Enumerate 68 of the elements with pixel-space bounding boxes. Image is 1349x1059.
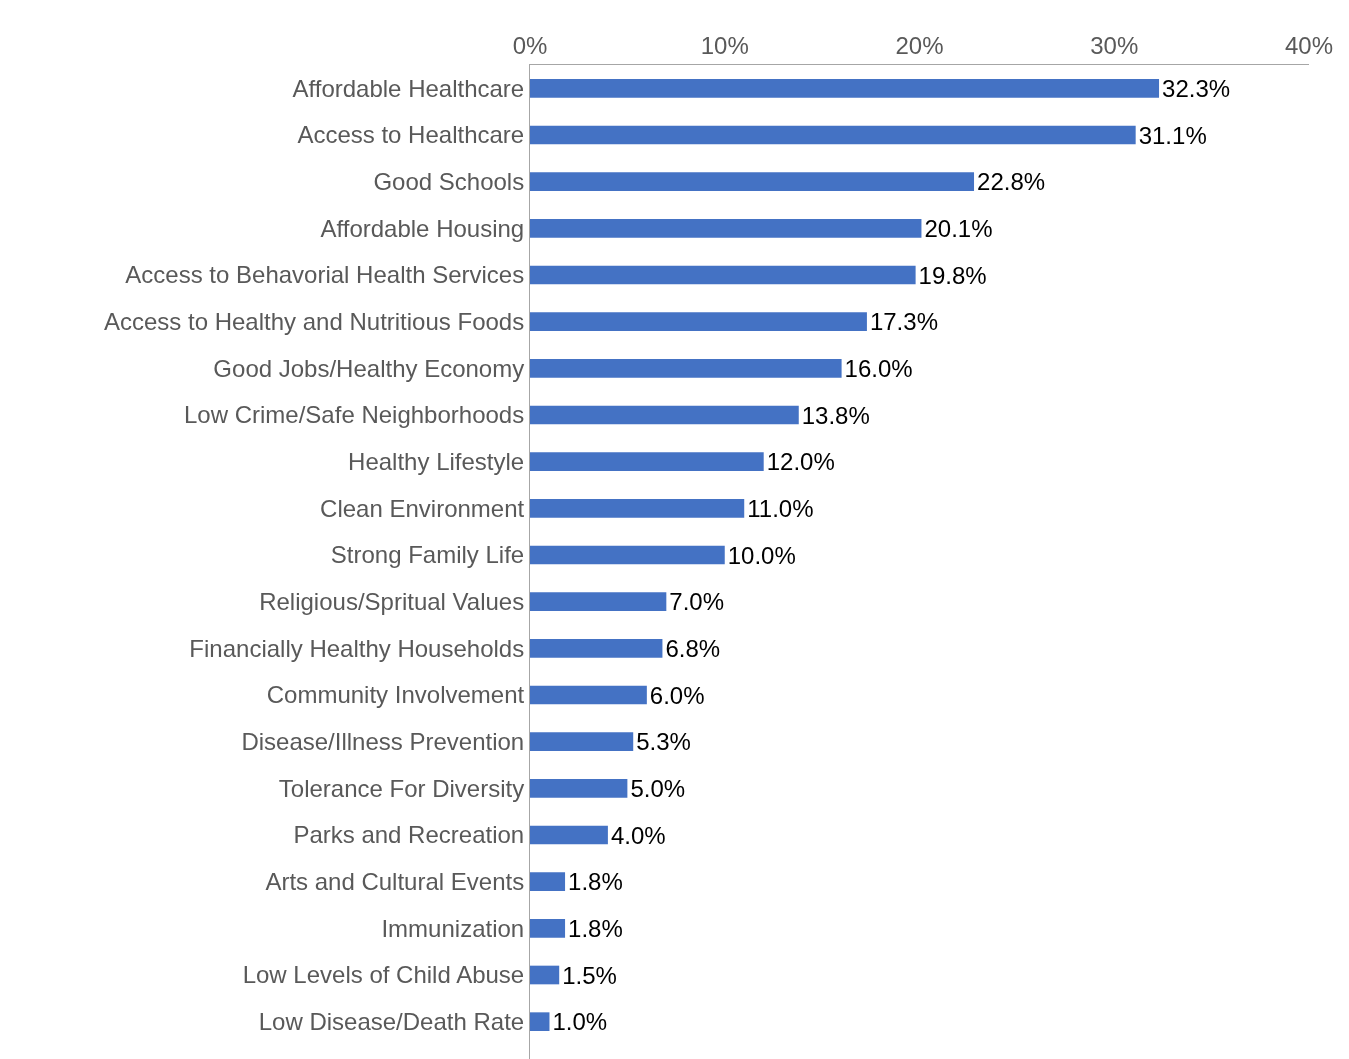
y-tick-label: Access to Behavorial Health Services bbox=[125, 261, 525, 289]
y-tick-label: Arts and Cultural Events bbox=[265, 868, 525, 896]
y-tick-label: Financially Healthy Households bbox=[189, 634, 525, 662]
bar bbox=[530, 265, 916, 285]
data-label: 13.8% bbox=[801, 401, 870, 429]
bar bbox=[530, 125, 1136, 145]
bar bbox=[530, 732, 634, 751]
bar bbox=[530, 685, 647, 705]
bar bbox=[530, 79, 1160, 98]
bar bbox=[530, 499, 745, 518]
y-tick-label: Good Jobs/Healthy Economy bbox=[213, 354, 525, 382]
data-label: 4.0% bbox=[610, 821, 666, 849]
y-tick-label: Religious/Spritual Values bbox=[259, 588, 525, 616]
bar bbox=[530, 965, 560, 985]
x-tick-label: 30% bbox=[1090, 32, 1139, 60]
y-tick-label: Tolerance For Diversity bbox=[278, 774, 525, 802]
data-label: 16.0% bbox=[844, 354, 913, 382]
data-label: 10.0% bbox=[727, 541, 796, 569]
data-label: 1.5% bbox=[562, 961, 617, 989]
data-label: 17.3% bbox=[869, 308, 938, 336]
data-label: 20.1% bbox=[924, 214, 993, 242]
bar bbox=[530, 219, 922, 238]
bar bbox=[530, 359, 842, 378]
y-tick-label: Low Disease/Death Rate bbox=[258, 1008, 525, 1036]
bar bbox=[530, 1012, 550, 1031]
y-tick-label: Affordable Healthcare bbox=[292, 74, 525, 102]
y-tick-label: Affordable Housing bbox=[320, 214, 525, 242]
y-tick-label: Disease/Illness Prevention bbox=[241, 728, 525, 756]
y-tick-label: Access to Healthcare bbox=[297, 121, 525, 149]
data-label: 22.8% bbox=[977, 168, 1046, 196]
bar bbox=[530, 312, 867, 331]
data-label: 12.0% bbox=[766, 448, 835, 476]
data-label: 6.8% bbox=[665, 634, 721, 662]
y-tick-label: Strong Family Life bbox=[330, 541, 525, 569]
bar bbox=[530, 872, 566, 891]
bar bbox=[530, 452, 764, 471]
y-tick-label: Low Levels of Child Abuse bbox=[242, 961, 525, 989]
bar bbox=[530, 639, 663, 658]
data-label: 7.0% bbox=[669, 588, 725, 616]
data-label: 6.0% bbox=[649, 681, 705, 709]
data-label: 11.0% bbox=[747, 494, 814, 522]
x-tick-label: 20% bbox=[895, 32, 944, 60]
data-label: 5.0% bbox=[630, 774, 686, 802]
bar bbox=[530, 545, 725, 565]
data-label: 32.3% bbox=[1162, 74, 1231, 102]
data-label: 31.1% bbox=[1138, 121, 1207, 149]
bar bbox=[530, 919, 566, 938]
data-label: 5.3% bbox=[636, 728, 691, 756]
data-label: 19.8% bbox=[918, 261, 987, 289]
y-tick-label: Good Schools bbox=[373, 168, 525, 196]
data-label: 1.8% bbox=[568, 914, 623, 942]
y-tick-label: Healthy Lifestyle bbox=[348, 448, 525, 476]
bar bbox=[530, 779, 628, 798]
y-tick-label: Immunization bbox=[381, 914, 525, 942]
y-tick-label: Low Crime/Safe Neighborhoods bbox=[184, 401, 525, 429]
data-label: 1.8% bbox=[568, 868, 623, 896]
data-label: 1.0% bbox=[552, 1008, 608, 1036]
y-tick-label: Parks and Recreation bbox=[293, 821, 525, 849]
bar bbox=[530, 405, 799, 425]
y-tick-label: Access to Healthy and Nutritious Foods bbox=[104, 308, 525, 336]
y-tick-label: Clean Environment bbox=[320, 494, 525, 522]
y-tick-label: Community Involvement bbox=[266, 681, 525, 709]
bar bbox=[530, 172, 975, 191]
x-tick-label: 40% bbox=[1284, 32, 1334, 60]
x-tick-label: 10% bbox=[700, 32, 749, 60]
bar bbox=[530, 592, 667, 611]
bar bbox=[530, 825, 608, 845]
x-tick-label: 0% bbox=[512, 32, 548, 60]
